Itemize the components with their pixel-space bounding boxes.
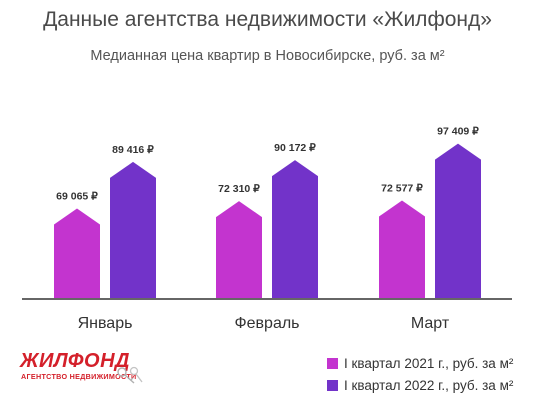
- legend-item-2021: I квартал 2021 г., руб. за м²: [327, 352, 513, 374]
- legend-swatch-2021: [327, 357, 338, 369]
- legend-label-2021: I квартал 2021 г., руб. за м²: [344, 355, 514, 371]
- logo-wordmark: ЖИЛФОНД: [20, 350, 130, 372]
- legend-label-2022: I квартал 2022 г., руб. за м²: [344, 377, 514, 393]
- bar-chart: 69 065 ₽ 89 416 ₽ Январь 72 310 ₽ 90 172 ₽ Фе…: [22, 126, 512, 332]
- bar-2-1: [435, 143, 481, 298]
- bar-2-0: [379, 200, 425, 298]
- keys-icon: [117, 366, 143, 384]
- bar-0-0: [54, 208, 100, 298]
- zhilfond-logo: ЖИЛФОНД АГЕНТСТВО НЕДВИЖИМОСТИ: [20, 350, 170, 390]
- legend-swatch-2022: [327, 379, 338, 391]
- logo-tagline: АГЕНТСТВО НЕДВИЖИМОСТИ: [21, 372, 137, 381]
- data-label-1-1: 90 172 ₽: [274, 142, 316, 154]
- data-label-0-0: 69 065 ₽: [56, 191, 98, 203]
- category-label-1: Февраль: [234, 315, 299, 332]
- data-label-0-1: 89 416 ₽: [112, 144, 154, 156]
- data-label-1-0: 72 310 ₽: [218, 183, 260, 195]
- chart-subtitle: Медианная цена квартир в Новосибирске, р…: [90, 48, 445, 64]
- bar-0-1: [110, 161, 156, 298]
- chart-legend: I квартал 2021 г., руб. за м² I квартал …: [327, 352, 513, 396]
- category-label-0: Январь: [78, 315, 133, 332]
- bar-1-1: [272, 160, 318, 298]
- category-label-2: Март: [411, 315, 450, 332]
- chart-title: Данные агентства недвижимости «Жилфонд»: [43, 8, 492, 31]
- legend-item-2022: I квартал 2022 г., руб. за м²: [327, 374, 513, 396]
- data-label-2-1: 97 409 ₽: [437, 126, 479, 138]
- bar-1-0: [216, 201, 262, 298]
- data-label-2-0: 72 577 ₽: [381, 182, 423, 194]
